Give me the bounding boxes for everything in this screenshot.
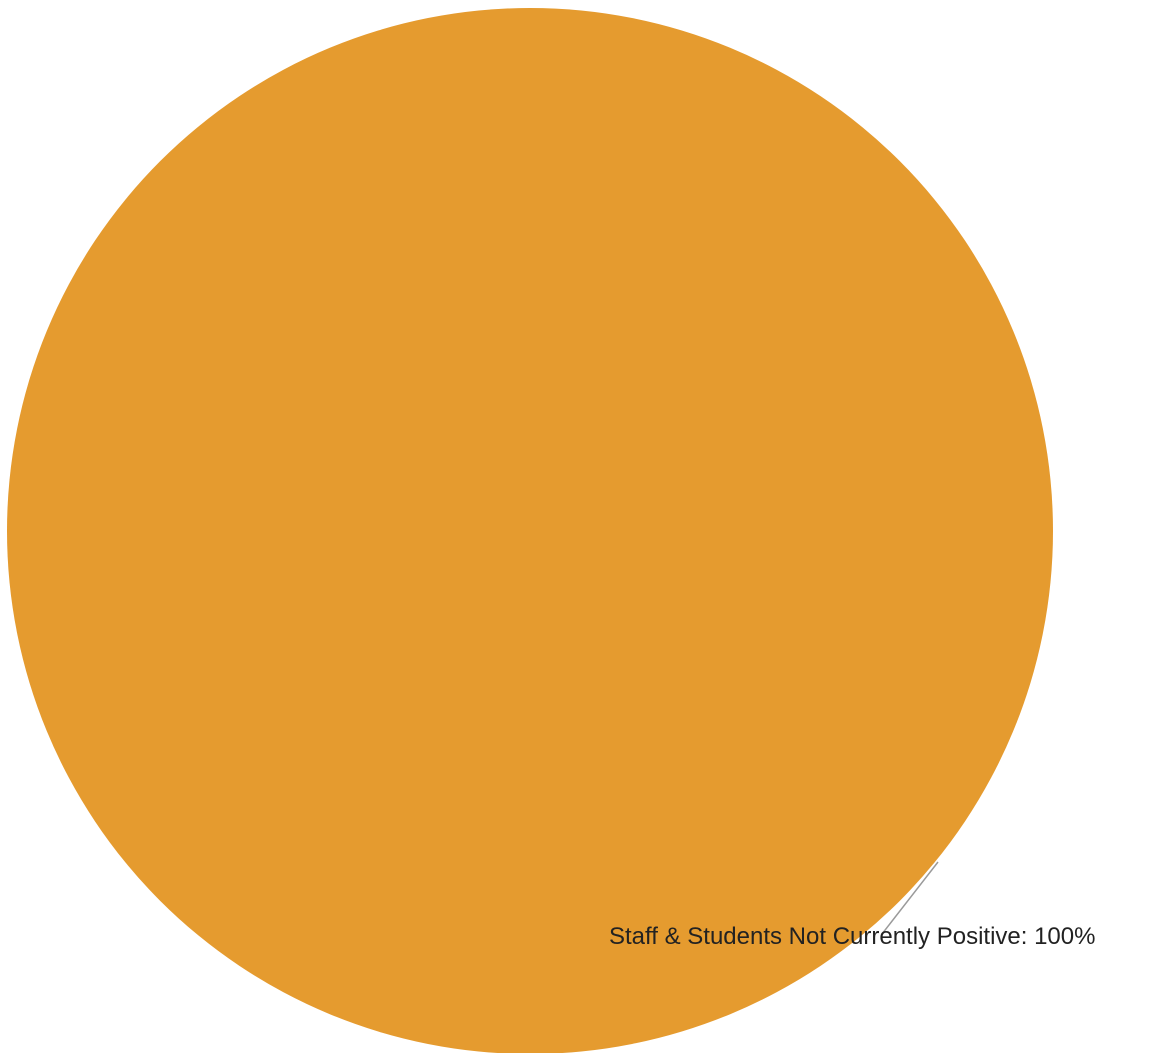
slice-label-leader-line (881, 861, 939, 935)
pie-slices (7, 8, 1053, 1053)
pie-slice-0[interactable] (7, 8, 1053, 1053)
slice-data-label: Staff & Students Not Currently Positive:… (609, 923, 1095, 950)
